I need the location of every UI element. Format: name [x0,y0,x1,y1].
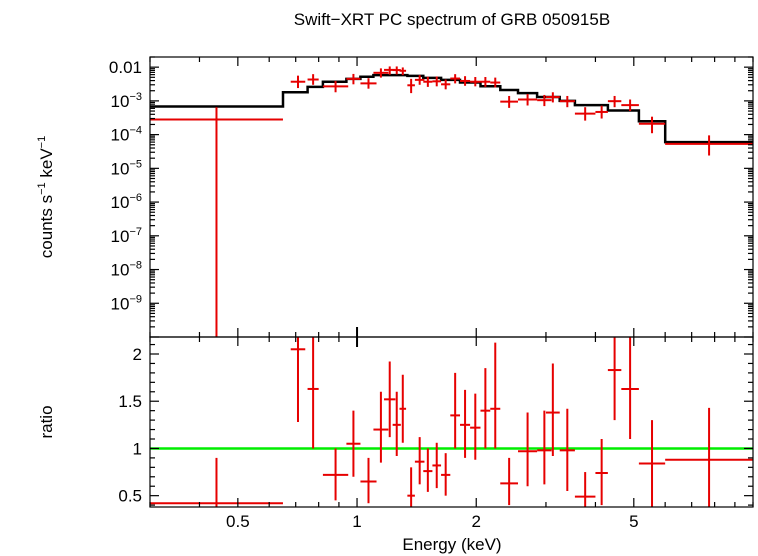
y-tick-label: 10−4 [111,125,142,145]
ratio-y-tick-label: 1.5 [118,392,142,411]
model-step-line [150,73,753,144]
spectrum-frame [149,56,754,338]
y-tick-label: 10−5 [111,158,142,178]
x-axis-label: Energy (keV) [402,535,501,554]
x-tick-labels: 0.5 1 2 5 [226,512,639,531]
ratio-y-tick-label: 0.5 [118,487,142,506]
ratio-y-axis-label: ratio [37,405,56,438]
spectrum-y-tick-labels: 0.01 10−3 10−4 10−5 10−6 10−7 10−8 10−9 [109,58,142,313]
y-tick-label: 10−3 [111,91,142,111]
x-tick-label: 1 [352,512,361,531]
ratio-frame [149,336,754,508]
spectrum-y-axis-label: counts s−1 keV−1 [36,136,56,258]
spectrum-series [150,66,753,337]
ratio-y-tick-labels: 0.5 1 1.5 2 [118,345,142,506]
y-tick-label: 0.01 [109,58,142,77]
y-tick-label: 10−9 [111,293,142,313]
spectrum-ticks [149,56,754,347]
ratio-series [150,337,753,507]
chart-title: Swift−XRT PC spectrum of GRB 050915B [294,10,610,29]
x-tick-label: 5 [629,512,638,531]
x-tick-label: 2 [472,512,481,531]
y-tick-label: 10−8 [111,260,142,280]
ratio-ticks [149,337,754,507]
ratio-y-tick-label: 1 [133,439,142,458]
y-tick-label: 10−7 [111,226,142,246]
ratio-panel: 0.5 1 1.5 2 0.5 1 2 5 ratio Energy (keV) [37,336,754,554]
x-tick-label: 0.5 [226,512,250,531]
y-tick-label: 10−6 [111,192,142,212]
spectrum-panel: 0.01 10−3 10−4 10−5 10−6 10−7 10−8 10−9 counts … [36,56,754,347]
ratio-y-tick-label: 2 [133,345,142,364]
